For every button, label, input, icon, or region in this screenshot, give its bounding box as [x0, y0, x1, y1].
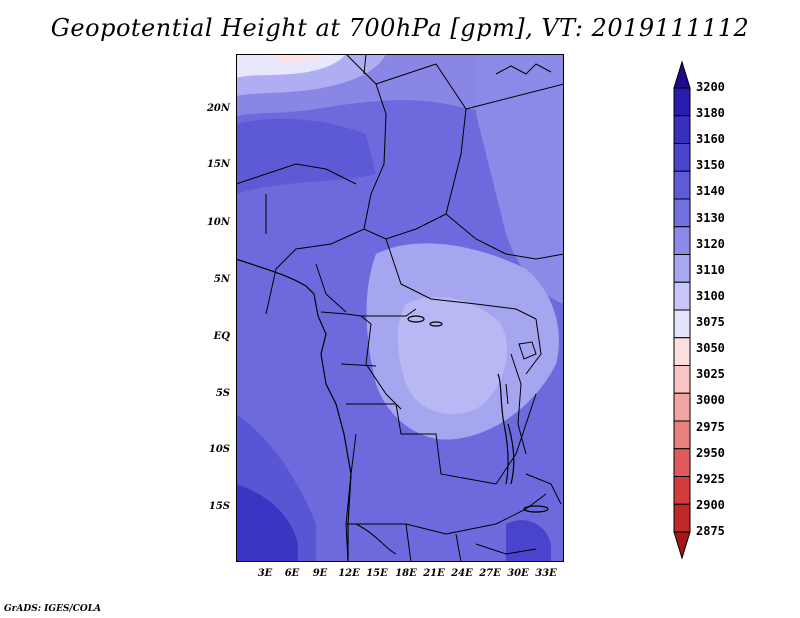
- colorbar-label: 2925: [696, 471, 725, 486]
- colorbar-label: 3000: [696, 393, 725, 408]
- lat-label: 5S: [215, 388, 230, 399]
- colorbar-label: 3050: [696, 341, 725, 356]
- lon-label: 3E: [257, 568, 273, 579]
- map-frame: [236, 54, 564, 562]
- lon-label: 9E: [312, 568, 328, 579]
- colorbar-segment: [673, 87, 691, 117]
- lon-label: 12E: [338, 568, 360, 579]
- footer-credit: GrADS: IGES/COLA: [4, 604, 102, 614]
- colorbar-segment: [673, 198, 691, 228]
- colorbar-label: 3025: [696, 367, 725, 382]
- colorbar-label: 3100: [696, 288, 725, 303]
- field-sw-darkest: [236, 484, 298, 562]
- colorbar-label: 3180: [696, 106, 725, 121]
- colorbar-top-arrow: [673, 60, 691, 89]
- lon-label: 27E: [479, 568, 501, 579]
- coastline: [236, 258, 352, 562]
- lon-label: 33E: [535, 568, 557, 579]
- map-panel: [236, 54, 564, 562]
- boundaries: [236, 54, 564, 562]
- page-title: Geopotential Height at 700hPa [gpm], VT:…: [50, 14, 750, 42]
- lat-label: 5N: [213, 274, 230, 285]
- colorbar-segment: [673, 309, 691, 339]
- colorbar-segment: [673, 115, 691, 144]
- colorbar-segment: [673, 503, 691, 533]
- field-se-dark: [506, 520, 551, 562]
- field-white-north: [236, 54, 346, 78]
- lakes: [407, 315, 549, 513]
- colorbar-label: 3150: [696, 158, 725, 173]
- colorbar-label: 3110: [696, 262, 725, 277]
- colorbar-label: 2900: [696, 497, 725, 512]
- colorbar-segment: [673, 476, 691, 505]
- colorbar-segment: [673, 420, 691, 450]
- colorbar-label: 3120: [696, 236, 725, 251]
- lat-label: EQ: [213, 331, 230, 342]
- colorbar-label: 3130: [696, 210, 725, 225]
- colorbar-bottom-arrow: [673, 531, 691, 560]
- colorbar-label: 3075: [696, 315, 725, 330]
- colorbar-label: 2875: [696, 524, 725, 538]
- colorbar: [673, 60, 691, 560]
- colorbar-segment: [673, 226, 691, 255]
- lon-label: 21E: [423, 568, 445, 579]
- field-pink-north: [266, 54, 326, 63]
- colorbar-segment: [673, 365, 691, 394]
- colorbar-segment: [673, 254, 691, 283]
- colorbar-segment: [673, 143, 691, 172]
- colorbar-label: 3140: [696, 184, 725, 199]
- field-dark-sahel: [236, 118, 376, 194]
- lat-label: 15S: [208, 501, 230, 512]
- field-central-lighter: [397, 296, 507, 415]
- lat-label: 10N: [206, 217, 230, 228]
- lon-label: 6E: [284, 568, 300, 579]
- lat-label: 15N: [206, 159, 230, 170]
- lon-label: 18E: [395, 568, 417, 579]
- colorbar-label: 3200: [696, 80, 725, 94]
- colorbar-segment: [673, 337, 691, 366]
- colorbar-label: 3160: [696, 132, 725, 147]
- lon-label: 24E: [451, 568, 473, 579]
- lon-label: 15E: [366, 568, 388, 579]
- colorbar-segment: [673, 281, 691, 311]
- colorbar-segment: [673, 448, 691, 477]
- lat-label: 20N: [206, 103, 230, 114]
- lon-label: 30E: [507, 568, 529, 579]
- colorbar-segment: [673, 170, 691, 200]
- geopotential-map: [236, 54, 564, 562]
- colorbar-label: 2950: [696, 445, 725, 460]
- field-light-east: [476, 54, 564, 304]
- colorbar-segment: [673, 392, 691, 422]
- colorbar-label: 2975: [696, 419, 725, 434]
- lat-label: 10S: [208, 444, 230, 455]
